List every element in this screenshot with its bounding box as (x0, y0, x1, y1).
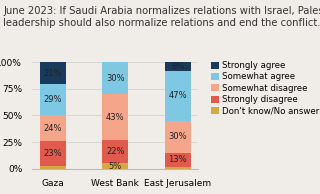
Bar (40, 165, 66, 169)
Bar (40, 141, 66, 165)
Text: 8%: 8% (171, 62, 184, 71)
Legend: Strongly agree, Somewhat agree, Somewhat disagree, Strongly disagree, Don't know: Strongly agree, Somewhat agree, Somewhat… (211, 61, 319, 116)
Text: 29%: 29% (44, 95, 62, 104)
Bar (40, 62, 66, 85)
Text: 43%: 43% (106, 113, 124, 121)
Bar (40, 85, 66, 115)
Text: 24%: 24% (44, 124, 62, 133)
Text: 23%: 23% (44, 149, 62, 158)
Text: 21%: 21% (44, 69, 62, 78)
Text: 22%: 22% (106, 147, 124, 156)
Bar (164, 167, 191, 169)
Bar (102, 140, 128, 163)
Text: 30%: 30% (106, 74, 124, 83)
Bar (102, 94, 128, 140)
Bar (164, 71, 191, 121)
Text: 5%: 5% (108, 162, 122, 171)
Text: 47%: 47% (168, 91, 187, 100)
Bar (164, 153, 191, 167)
Bar (164, 121, 191, 153)
Text: 13%: 13% (168, 155, 187, 164)
Text: June 2023: If Saudi Arabia normalizes relations with Israel, Palestinian
leaders: June 2023: If Saudi Arabia normalizes re… (3, 6, 320, 28)
Text: 30%: 30% (168, 132, 187, 141)
Bar (164, 62, 191, 71)
Bar (40, 115, 66, 141)
Bar (102, 163, 128, 169)
Bar (102, 62, 128, 94)
